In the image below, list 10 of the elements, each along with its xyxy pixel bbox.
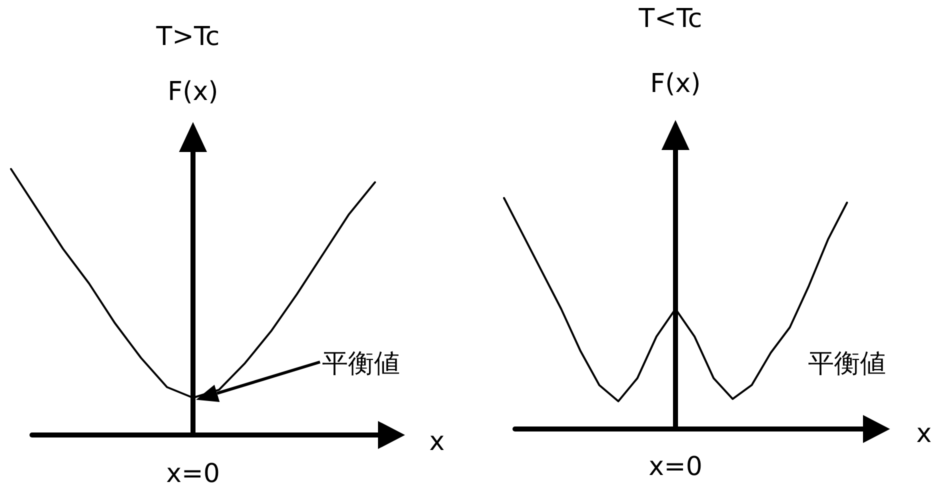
x-axis-title: x <box>429 427 445 457</box>
text: x=0 <box>648 452 702 482</box>
annotation: 平衡値 <box>808 349 886 379</box>
text: x=0 <box>166 459 220 489</box>
annotation: 平衡値 <box>322 349 400 379</box>
y-axis-title: F(x) <box>168 77 218 107</box>
x-axis-title: x <box>916 419 932 449</box>
chart-title: T>Tc <box>155 22 220 52</box>
chart-title: T<Tc <box>638 4 702 34</box>
y-axis-title: F(x) <box>650 69 701 99</box>
